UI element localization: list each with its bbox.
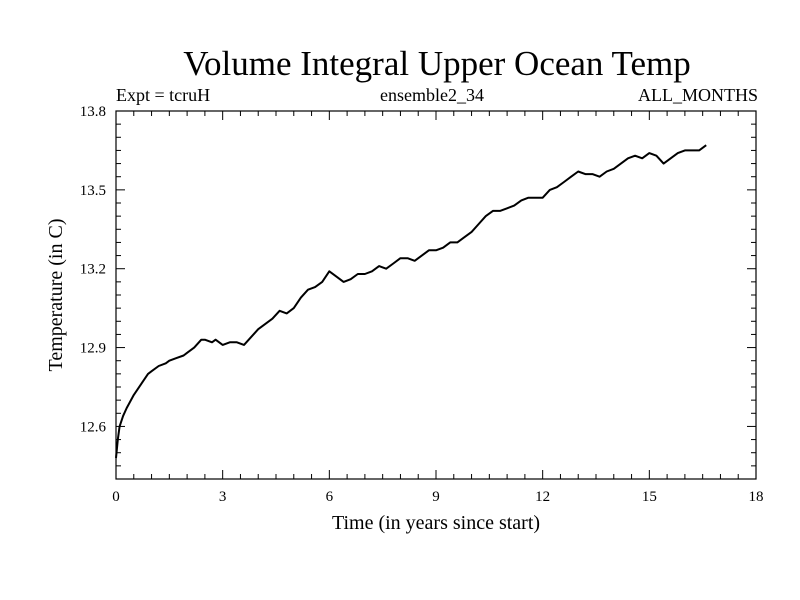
y-tick-label: 12.9 — [80, 341, 106, 357]
ensemble-label: ensemble2_34 — [380, 85, 484, 105]
x-tick-label: 0 — [112, 489, 120, 505]
y-axis-label: Temperature (in C) — [45, 219, 67, 372]
months-label: ALL_MONTHS — [638, 85, 758, 105]
tick-labels: 0 3 6 9 12 15 18 12.6 12.9 13.2 13.5 13.8 — [80, 104, 764, 505]
x-tick-label: 15 — [642, 489, 657, 505]
axis-ticks — [115, 110, 757, 480]
x-tick-label: 6 — [326, 489, 334, 505]
x-axis-label: Time (in years since start) — [332, 512, 540, 534]
x-tick-label: 18 — [749, 489, 764, 505]
experiment-label: Expt = tcruH — [116, 85, 211, 105]
series-line — [115, 144, 707, 459]
y-tick-label: 13.2 — [80, 262, 106, 278]
y-tick-label: 13.8 — [80, 104, 106, 120]
x-tick-label: 9 — [432, 489, 440, 505]
y-tick-label: 13.5 — [80, 183, 106, 199]
x-tick-label: 3 — [219, 489, 227, 505]
y-tick-label: 12.6 — [80, 419, 107, 435]
x-tick-label: 12 — [535, 489, 550, 505]
chart-title: Volume Integral Upper Ocean Temp — [183, 44, 691, 83]
plot-frame — [115, 110, 757, 480]
